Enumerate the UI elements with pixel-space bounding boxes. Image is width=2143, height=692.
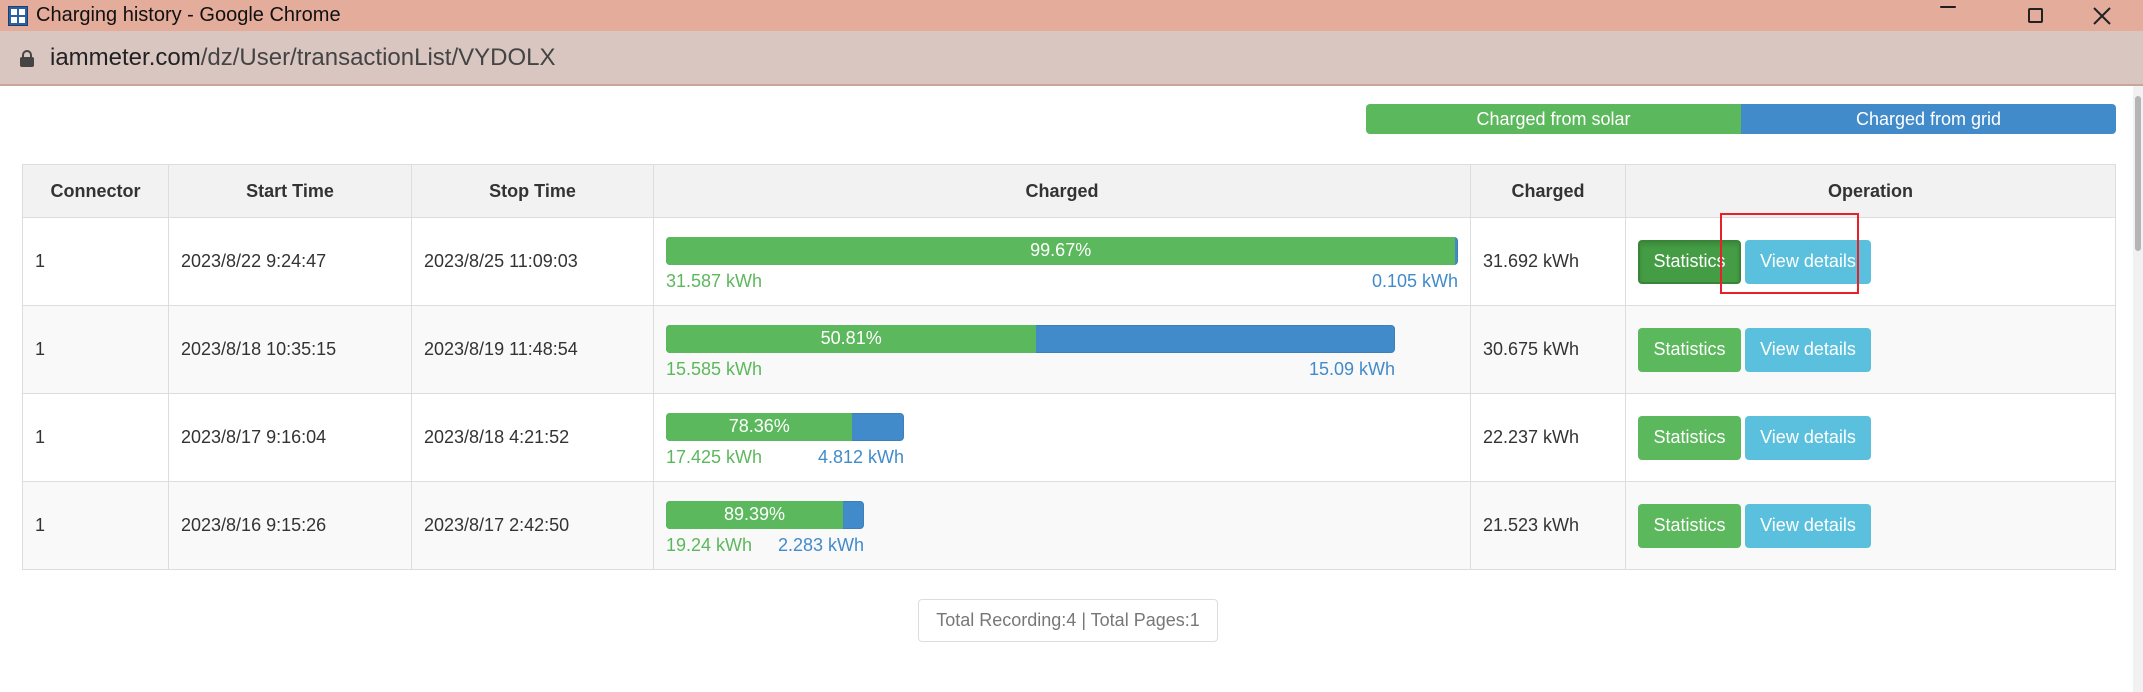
view-details-button[interactable]: View details bbox=[1745, 503, 1871, 548]
statistics-button[interactable]: Statistics bbox=[1638, 327, 1741, 372]
solar-fill: 50.81% bbox=[666, 324, 1037, 353]
statistics-button[interactable]: Statistics bbox=[1638, 239, 1741, 284]
table-header-row: Connector Start Time Stop Time Charged C… bbox=[22, 164, 2116, 218]
minimize-button[interactable] bbox=[1940, 0, 2000, 31]
scrollbar-thumb[interactable] bbox=[2135, 96, 2141, 251]
cell-operation: Statistics View details bbox=[1625, 217, 2116, 306]
cell-start-time: 2023/8/16 9:15:26 bbox=[168, 481, 412, 570]
statistics-button[interactable]: Statistics bbox=[1638, 503, 1741, 548]
cell-connector: 1 bbox=[22, 393, 169, 482]
cell-charged-bar: 89.39% 19.24 kWh 2.283 kWh bbox=[653, 481, 1471, 570]
charging-history-table: Connector Start Time Stop Time Charged C… bbox=[22, 164, 2116, 570]
charge-progress: 89.39% 19.24 kWh 2.283 kWh bbox=[666, 495, 1458, 557]
solar-kwh-label: 19.24 kWh bbox=[666, 534, 753, 555]
cell-start-time: 2023/8/18 10:35:15 bbox=[168, 305, 412, 394]
charge-bar: 99.67% bbox=[666, 236, 1458, 265]
view-details-button[interactable]: View details bbox=[1745, 415, 1871, 460]
statistics-button[interactable]: Statistics bbox=[1638, 415, 1741, 460]
url-text[interactable]: iammeter.com/dz/User/transactionList/VYD… bbox=[50, 44, 556, 72]
close-icon bbox=[2093, 6, 2111, 25]
url-host: iammeter.com bbox=[50, 43, 201, 71]
charge-progress: 50.81% 15.585 kWh 15.09 kWh bbox=[666, 319, 1458, 381]
header-operation: Operation bbox=[1625, 164, 2116, 218]
grid-kwh-label: 15.09 kWh bbox=[1308, 358, 1395, 379]
table-row: 1 2023/8/16 9:15:26 2023/8/17 2:42:50 89.39… bbox=[22, 481, 2116, 570]
minimize-icon bbox=[1940, 6, 1956, 8]
cell-charged-bar: 78.36% 17.425 kWh 4.812 kWh bbox=[653, 393, 1471, 482]
charge-bar: 89.39% bbox=[666, 500, 864, 529]
address-bar[interactable]: iammeter.com/dz/User/transactionList/VYD… bbox=[0, 31, 2143, 86]
legend-grid: Charged from grid bbox=[1741, 104, 2116, 134]
charge-bar: 50.81% bbox=[666, 324, 1395, 353]
table-row: 1 2023/8/17 9:16:04 2023/8/18 4:21:52 78.36… bbox=[22, 393, 2116, 482]
solar-kwh-label: 17.425 kWh bbox=[666, 446, 763, 467]
legend-solar: Charged from solar bbox=[1366, 104, 1741, 134]
solar-fill: 99.67% bbox=[666, 236, 1456, 265]
solar-fill: 89.39% bbox=[666, 500, 843, 529]
cell-stop-time: 2023/8/17 2:42:50 bbox=[411, 481, 654, 570]
app-icon bbox=[8, 5, 28, 26]
close-button[interactable] bbox=[2072, 0, 2132, 31]
grid-kwh-label: 4.812 kWh bbox=[817, 446, 904, 467]
window-title-bar: Charging history - Google Chrome bbox=[0, 0, 2143, 31]
charge-source-legend: Charged from solar Charged from grid bbox=[1366, 104, 2116, 134]
cell-operation: Statistics View details bbox=[1625, 481, 2116, 570]
grid-kwh-label: 0.105 kWh bbox=[1371, 270, 1458, 291]
maximize-icon bbox=[2027, 8, 2043, 23]
header-charged-bar: Charged bbox=[653, 164, 1471, 218]
url-path: /dz/User/transactionList/VYDOLX bbox=[200, 43, 556, 71]
cell-stop-time: 2023/8/19 11:48:54 bbox=[411, 305, 654, 394]
table-row: 1 2023/8/22 9:24:47 2023/8/25 11:09:03 99.6… bbox=[22, 217, 2116, 306]
cell-connector: 1 bbox=[22, 305, 169, 394]
solar-kwh-label: 31.587 kWh bbox=[666, 270, 763, 291]
header-connector: Connector bbox=[22, 164, 169, 218]
solar-fill: 78.36% bbox=[666, 412, 853, 441]
window-title: Charging history - Google Chrome bbox=[36, 4, 341, 26]
charge-progress: 99.67% 31.587 kWh 0.105 kWh bbox=[666, 231, 1458, 293]
table-row: 1 2023/8/18 10:35:15 2023/8/19 11:48:54 50.… bbox=[22, 305, 2116, 394]
cell-charged-bar: 99.67% 31.587 kWh 0.105 kWh bbox=[653, 217, 1471, 306]
cell-charged-bar: 50.81% 15.585 kWh 15.09 kWh bbox=[653, 305, 1471, 394]
view-details-button[interactable]: View details bbox=[1745, 239, 1871, 284]
cell-stop-time: 2023/8/25 11:09:03 bbox=[411, 217, 654, 306]
cell-total-kwh: 30.675 kWh bbox=[1470, 305, 1626, 394]
grid-kwh-label: 2.283 kWh bbox=[777, 534, 864, 555]
cell-connector: 1 bbox=[22, 481, 169, 570]
cell-total-kwh: 22.237 kWh bbox=[1470, 393, 1626, 482]
scrollbar-track[interactable] bbox=[2133, 86, 2143, 692]
view-details-button[interactable]: View details bbox=[1745, 327, 1871, 372]
cell-connector: 1 bbox=[22, 217, 169, 306]
charge-progress: 78.36% 17.425 kWh 4.812 kWh bbox=[666, 407, 1458, 469]
cell-stop-time: 2023/8/18 4:21:52 bbox=[411, 393, 654, 482]
cell-operation: Statistics View details bbox=[1625, 393, 2116, 482]
cell-total-kwh: 21.523 kWh bbox=[1470, 481, 1626, 570]
cell-start-time: 2023/8/22 9:24:47 bbox=[168, 217, 412, 306]
cell-total-kwh: 31.692 kWh bbox=[1470, 217, 1626, 306]
header-start-time: Start Time bbox=[168, 164, 412, 218]
lock-icon[interactable] bbox=[20, 49, 34, 67]
cell-start-time: 2023/8/17 9:16:04 bbox=[168, 393, 412, 482]
header-charged-kwh: Charged bbox=[1470, 164, 1626, 218]
pagination-summary: Total Recording:4 | Total Pages:1 bbox=[918, 599, 1218, 642]
header-stop-time: Stop Time bbox=[411, 164, 654, 218]
cell-operation: Statistics View details bbox=[1625, 305, 2116, 394]
solar-kwh-label: 15.585 kWh bbox=[666, 358, 763, 379]
charge-bar: 78.36% bbox=[666, 412, 904, 441]
maximize-button[interactable] bbox=[2005, 0, 2065, 31]
